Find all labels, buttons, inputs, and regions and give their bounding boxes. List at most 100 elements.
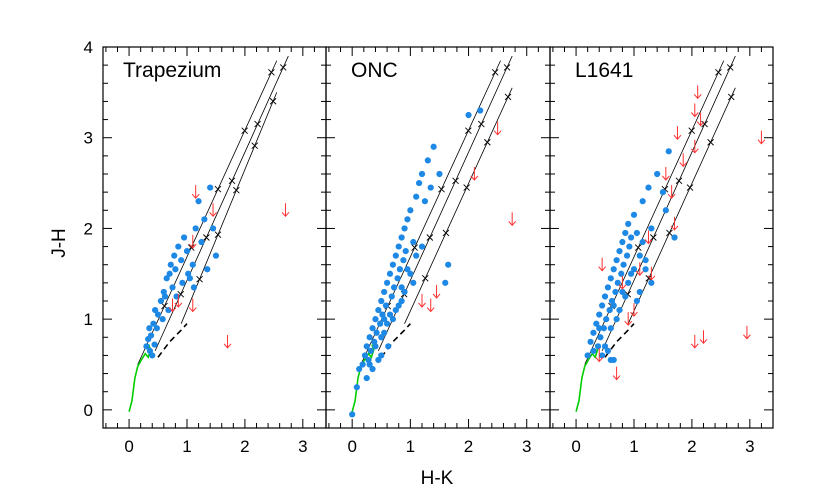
detection-point: [383, 279, 391, 286]
detection-point: [604, 284, 612, 291]
reddening-marker: [269, 97, 277, 105]
detection-point: [619, 288, 626, 296]
detection-point: [381, 329, 388, 336]
detection-point: [161, 293, 169, 300]
reddening-marker: [504, 93, 512, 101]
upper-limit-arrow: [693, 85, 702, 100]
detection-point: [662, 207, 669, 214]
y-tick-label: 1: [84, 310, 93, 329]
detection-point: [395, 302, 402, 309]
reddening-marker: [279, 64, 287, 71]
y-tick-label: 4: [84, 38, 93, 57]
detection-point: [151, 341, 158, 348]
detection-point: [421, 198, 429, 205]
detection-point: [382, 302, 390, 309]
detection-point: [204, 266, 211, 273]
reddening-marker: [727, 93, 735, 101]
reddening-marker: [214, 231, 222, 239]
reddening-marker: [233, 186, 240, 194]
x-tick-label: 2: [687, 437, 696, 456]
detection-point: [436, 170, 443, 178]
x-tick-label: 1: [406, 437, 415, 456]
detection-point: [625, 279, 632, 286]
detection-point: [153, 325, 160, 332]
detection-point: [639, 238, 646, 246]
detection-point: [372, 343, 379, 350]
detection-point: [430, 143, 437, 150]
detection-point: [633, 297, 640, 305]
detection-point: [381, 288, 388, 296]
reddening-marker: [268, 68, 275, 76]
detection-point: [636, 288, 643, 296]
upper-limit-arrow: [168, 298, 177, 313]
upper-limit-arrow: [667, 185, 676, 199]
detection-point: [373, 329, 380, 336]
detection-point: [392, 252, 399, 259]
detection-point: [385, 343, 392, 350]
upper-limit-arrow: [174, 294, 183, 308]
detection-point: [627, 270, 635, 277]
reddening-marker: [228, 177, 236, 185]
detection-point: [477, 107, 484, 114]
detection-point: [607, 275, 614, 282]
detection-point: [180, 234, 188, 241]
detection-point: [159, 316, 166, 323]
detection-point: [183, 248, 191, 255]
reddening-marker: [426, 234, 434, 241]
detection-point: [157, 297, 165, 305]
detection-point: [375, 356, 382, 364]
detection-point: [172, 266, 179, 273]
upper-limit-arrow: [223, 334, 232, 349]
reddening-vector: [180, 92, 278, 324]
detection-point: [407, 207, 414, 214]
reddening-marker: [241, 127, 249, 135]
detection-point: [648, 225, 655, 232]
detection-point: [349, 411, 356, 418]
upper-limit-arrow: [470, 167, 479, 181]
reddening-marker: [503, 64, 511, 71]
upper-limit-arrow: [743, 325, 751, 340]
detection-point: [642, 266, 649, 273]
upper-limit-arrow: [696, 112, 705, 127]
ctts-locus: [604, 323, 635, 358]
detection-point: [150, 320, 157, 327]
upper-limit-arrow: [188, 235, 197, 249]
upper-limit-arrow: [661, 167, 670, 181]
detection-point: [654, 170, 661, 178]
detection-point: [597, 334, 604, 341]
dwarf-locus: [128, 344, 152, 412]
detection-point: [394, 275, 401, 282]
detection-point: [424, 157, 431, 164]
detection-point: [610, 356, 617, 364]
reddening-marker: [421, 275, 429, 282]
detection-point: [610, 302, 617, 309]
detection-point: [179, 279, 186, 286]
reddening-marker: [707, 138, 714, 146]
detection-point: [596, 325, 603, 332]
detection-point: [465, 111, 472, 119]
upper-limit-arrow: [209, 203, 217, 218]
detection-point: [154, 311, 162, 318]
reddening-marker: [214, 185, 222, 193]
detection-point: [369, 325, 376, 332]
x-tick-label: 3: [522, 437, 531, 456]
reddening-marker: [465, 127, 472, 135]
detection-point: [639, 198, 646, 205]
upper-limit-arrow: [595, 348, 604, 363]
upper-limit-arrow: [670, 216, 679, 231]
upper-limit-arrow: [673, 126, 682, 140]
detection-point: [395, 243, 402, 250]
detection-point: [201, 216, 208, 223]
reddening-marker: [666, 229, 673, 237]
detection-point: [396, 266, 403, 273]
detection-point: [363, 343, 370, 350]
detection-point: [404, 216, 411, 223]
detection-point: [614, 279, 621, 286]
detection-point: [587, 338, 594, 345]
detection-point: [152, 306, 159, 314]
detection-point: [415, 179, 423, 187]
detection-point: [367, 347, 374, 354]
reddening-vector: [137, 60, 278, 365]
ctts-locus: [380, 323, 411, 358]
reddening-marker: [411, 244, 418, 251]
